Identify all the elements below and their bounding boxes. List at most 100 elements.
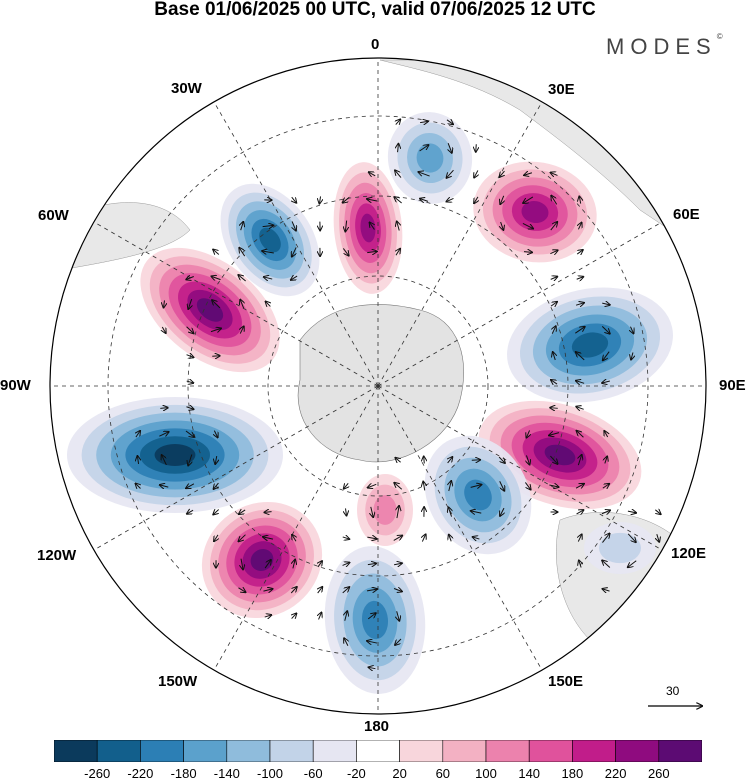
- lon-label-120e: 120E: [671, 545, 707, 562]
- colorbar-swatch: [485, 740, 530, 762]
- wind-vectors: [136, 119, 661, 668]
- wind-vector: [552, 326, 556, 334]
- wind-vector: [241, 222, 244, 231]
- wind-vector: [342, 587, 350, 594]
- wind-vector: [262, 225, 274, 226]
- wind-vector: [551, 196, 558, 205]
- colorbar-tick-label: -180: [170, 766, 197, 781]
- wind-vector: [550, 408, 558, 409]
- wind-vector: [345, 611, 347, 621]
- wind-vector: [448, 457, 453, 464]
- wind-vector: [550, 277, 558, 280]
- wind-vector: [447, 198, 454, 201]
- meridian-line: [377, 385, 663, 551]
- colorbar-tick-label: -20: [346, 766, 366, 781]
- wind-vector: [160, 485, 169, 487]
- latitude-circle: [107, 115, 649, 657]
- wind-vector: [342, 537, 350, 539]
- wind-vector: [446, 120, 453, 124]
- colorbar-tick-label: 140: [518, 766, 541, 781]
- lon-label-0: 0: [371, 36, 380, 53]
- colorbar-tick-label: -60: [303, 766, 323, 781]
- wind-vector: [290, 587, 297, 594]
- wind-vector: [367, 563, 376, 564]
- colorbar-tick-label: 60: [435, 766, 451, 781]
- wind-vector: [210, 328, 221, 331]
- colorbar-tick-label: -220: [127, 766, 154, 781]
- wind-vector: [576, 277, 584, 279]
- colorbar-tick-label: 260: [647, 766, 670, 781]
- wind-vector: [264, 277, 273, 279]
- wind-vector: [367, 251, 377, 252]
- wind-vector: [239, 534, 246, 542]
- anomaly-contour: [599, 532, 641, 564]
- lon-label-60e: 60E: [673, 206, 700, 223]
- meridian-line: [377, 385, 543, 671]
- wind-vector: [159, 432, 168, 436]
- wind-vector: [395, 638, 402, 645]
- wind-vector: [214, 430, 217, 438]
- wind-vector: [238, 588, 245, 592]
- wind-vector: [602, 303, 610, 305]
- wind-vector: [471, 511, 482, 513]
- wind-vector: [213, 510, 218, 515]
- wind-vector: [578, 455, 581, 466]
- wind-vector: [448, 507, 451, 517]
- wind-vector: [551, 380, 558, 384]
- wind-vector: [214, 534, 218, 541]
- wind-vector: [419, 145, 429, 152]
- wind-vector: [499, 481, 505, 490]
- wind-vector: [186, 277, 194, 280]
- wind-vector: [500, 507, 504, 516]
- wind-vector: [602, 589, 610, 591]
- wind-vector: [449, 535, 451, 542]
- wind-vector: [501, 221, 504, 230]
- wind-vector: [524, 482, 530, 489]
- wind-vector: [420, 199, 429, 202]
- colorbar-tick-label: 100: [475, 766, 497, 781]
- wind-vector: [579, 560, 581, 568]
- wind-vector: [211, 276, 221, 279]
- wind-vector: [292, 247, 296, 256]
- colorbar-tick-label: -260: [84, 766, 111, 781]
- wind-vector: [422, 534, 425, 542]
- wind-vector: [394, 563, 402, 565]
- wind-vector: [262, 251, 274, 253]
- wind-vector: [579, 196, 580, 204]
- wind-vector: [575, 484, 584, 488]
- lon-label-30w: 30W: [171, 80, 202, 97]
- meridian-line: [213, 385, 379, 671]
- lon-label-120w: 120W: [37, 547, 77, 564]
- wind-vector: [292, 613, 297, 618]
- wind-vector: [602, 484, 609, 488]
- wind-vector: [343, 196, 350, 202]
- wind-vector: [371, 506, 373, 517]
- modes-logo: MODES©: [606, 32, 723, 59]
- lon-label-150w: 150W: [158, 673, 198, 690]
- wind-vector: [263, 537, 274, 539]
- wind-vector: [526, 430, 529, 437]
- meridian-line: [377, 101, 543, 387]
- wind-vector: [292, 535, 296, 542]
- wind-vector: [160, 408, 167, 409]
- lon-label-180: 180: [364, 718, 390, 735]
- colorbar-tick-label: -100: [256, 766, 284, 781]
- wind-vector: [602, 533, 609, 543]
- colorbar-tick-label: 220: [604, 766, 627, 781]
- wind-vector: [627, 511, 636, 513]
- wind-vector: [605, 457, 607, 464]
- wind-vector: [628, 560, 637, 568]
- wind-vector: [162, 326, 165, 333]
- wind-vector: [549, 433, 560, 436]
- wind-vector: [367, 641, 378, 643]
- wind-vector: [264, 560, 271, 569]
- colorbar-swatch: [528, 740, 573, 762]
- wind-vector: [368, 484, 377, 487]
- colorbar-swatch: [572, 740, 616, 762]
- wind-vector: [449, 481, 451, 492]
- wind-vector: [474, 196, 478, 203]
- lon-label-90w: 90W: [0, 377, 31, 394]
- wind-vector: [397, 611, 400, 621]
- wind-vector: [576, 407, 584, 410]
- wind-vector: [367, 199, 378, 201]
